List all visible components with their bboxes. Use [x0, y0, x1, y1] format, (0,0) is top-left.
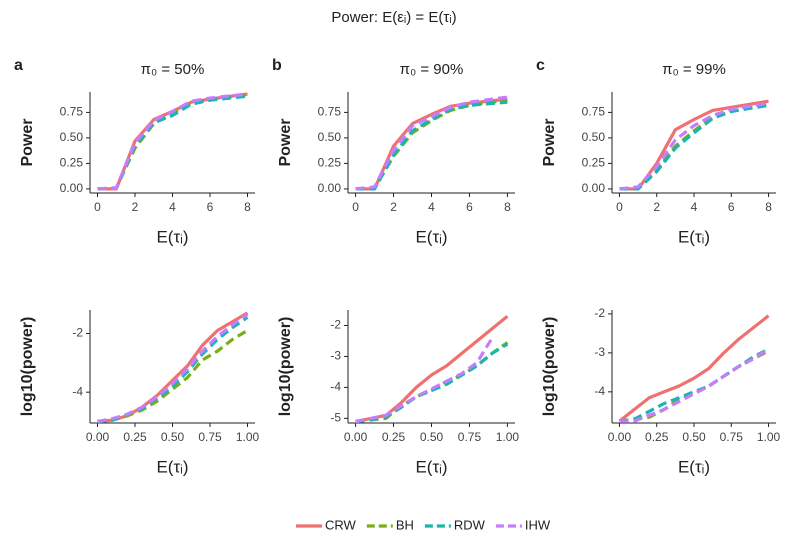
figure-title: Power: E(εᵢ) = E(τᵢ) — [331, 9, 456, 26]
y-axis-title: Power — [541, 118, 558, 166]
x-tick-label: 0 — [94, 200, 101, 214]
series-line — [355, 95, 508, 191]
y-tick-label: 0.25 — [318, 156, 342, 170]
x-axis-title: E(τᵢ) — [156, 227, 188, 246]
y-tick-label: -3 — [330, 349, 341, 363]
panel-label: c — [536, 57, 545, 74]
x-axis-title: E(τᵢ) — [678, 227, 710, 246]
panel-label: a — [14, 57, 23, 74]
x-tick-label: 6 — [466, 200, 473, 214]
y-tick-label: -4 — [330, 380, 341, 394]
legend-label: BH — [396, 517, 414, 532]
series-line — [97, 315, 249, 424]
x-tick-label: 1.00 — [757, 430, 781, 444]
y-tick-label: 0.50 — [60, 130, 84, 144]
x-tick-label: 0.25 — [382, 430, 406, 444]
y-tick-label: 0.75 — [60, 105, 84, 119]
legend-label: RDW — [454, 517, 486, 532]
x-tick-label: 6 — [728, 200, 735, 214]
panel-title: π₀ = 99% — [662, 61, 726, 78]
y-tick-label: -2 — [330, 318, 341, 332]
series-line — [355, 342, 509, 424]
x-tick-label: 0.25 — [645, 430, 669, 444]
y-tick-label: -2 — [594, 306, 605, 320]
series-line — [619, 101, 769, 191]
x-axis-title: E(τᵢ) — [415, 457, 447, 476]
y-tick-label: 0.00 — [60, 181, 84, 195]
x-tick-label: 1.00 — [236, 430, 260, 444]
legend-label: CRW — [325, 517, 357, 532]
y-tick-label: -2 — [72, 326, 83, 340]
y-tick-label: -4 — [594, 384, 605, 398]
x-tick-label: 4 — [691, 200, 698, 214]
x-tick-label: 0.75 — [720, 430, 744, 444]
x-tick-label: 0.00 — [344, 430, 368, 444]
y-tick-label: 0.00 — [582, 181, 606, 195]
series-line — [619, 347, 770, 423]
x-tick-label: 6 — [207, 200, 214, 214]
series-line — [619, 102, 769, 191]
series-line — [97, 92, 248, 191]
x-tick-label: 0 — [616, 200, 623, 214]
series-line — [355, 97, 508, 191]
x-tick-label: 0.50 — [420, 430, 444, 444]
x-tick-label: 8 — [765, 200, 772, 214]
y-axis-title: Power — [19, 118, 36, 166]
x-tick-label: 4 — [169, 200, 176, 214]
y-tick-label: -5 — [330, 411, 341, 425]
x-tick-label: 8 — [504, 200, 511, 214]
y-tick-label: 0.50 — [582, 130, 606, 144]
series-line — [619, 99, 769, 191]
y-tick-label: 0.50 — [318, 130, 342, 144]
y-tick-label: 0.25 — [582, 156, 606, 170]
x-axis-title: E(τᵢ) — [156, 457, 188, 476]
series-line — [355, 341, 509, 424]
series-line — [355, 337, 494, 424]
panel-title: π₀ = 50% — [141, 61, 205, 78]
x-tick-label: 0.00 — [86, 430, 110, 444]
panel-title: π₀ = 90% — [400, 61, 464, 78]
x-tick-label: 8 — [244, 200, 251, 214]
x-tick-label: 2 — [132, 200, 139, 214]
series-line — [619, 103, 769, 191]
x-tick-label: 0.75 — [198, 430, 222, 444]
y-tick-label: 0.75 — [318, 105, 342, 119]
x-tick-label: 0.25 — [123, 430, 147, 444]
series-line — [97, 311, 249, 424]
y-tick-label: 0.25 — [60, 156, 84, 170]
y-tick-label: 0.75 — [582, 105, 606, 119]
x-tick-label: 0.50 — [161, 430, 185, 444]
legend-label: IHW — [525, 517, 551, 532]
x-tick-label: 0.50 — [682, 430, 706, 444]
series-line — [97, 329, 249, 424]
x-tick-label: 0.00 — [608, 430, 632, 444]
y-tick-label: -3 — [594, 345, 605, 359]
series-line — [97, 93, 248, 191]
x-tick-label: 0.75 — [458, 430, 482, 444]
y-axis-title: log10(power) — [19, 317, 36, 417]
x-axis-title: E(τᵢ) — [678, 457, 710, 476]
y-axis-title: Power — [277, 118, 294, 166]
series-line — [355, 314, 509, 424]
x-tick-label: 2 — [653, 200, 660, 214]
series-line — [618, 314, 770, 423]
series-line — [355, 100, 508, 191]
panel-label: b — [272, 57, 282, 74]
x-tick-label: 1.00 — [496, 430, 520, 444]
series-line — [97, 94, 248, 191]
series-line — [97, 313, 249, 424]
x-axis-title: E(τᵢ) — [415, 227, 447, 246]
y-tick-label: -4 — [72, 384, 83, 398]
y-tick-label: 0.00 — [318, 181, 342, 195]
series-line — [97, 92, 248, 191]
x-tick-label: 4 — [428, 200, 435, 214]
x-tick-label: 0 — [352, 200, 359, 214]
y-axis-title: log10(power) — [277, 317, 294, 417]
y-axis-title: log10(power) — [541, 317, 558, 417]
x-tick-label: 2 — [390, 200, 397, 214]
